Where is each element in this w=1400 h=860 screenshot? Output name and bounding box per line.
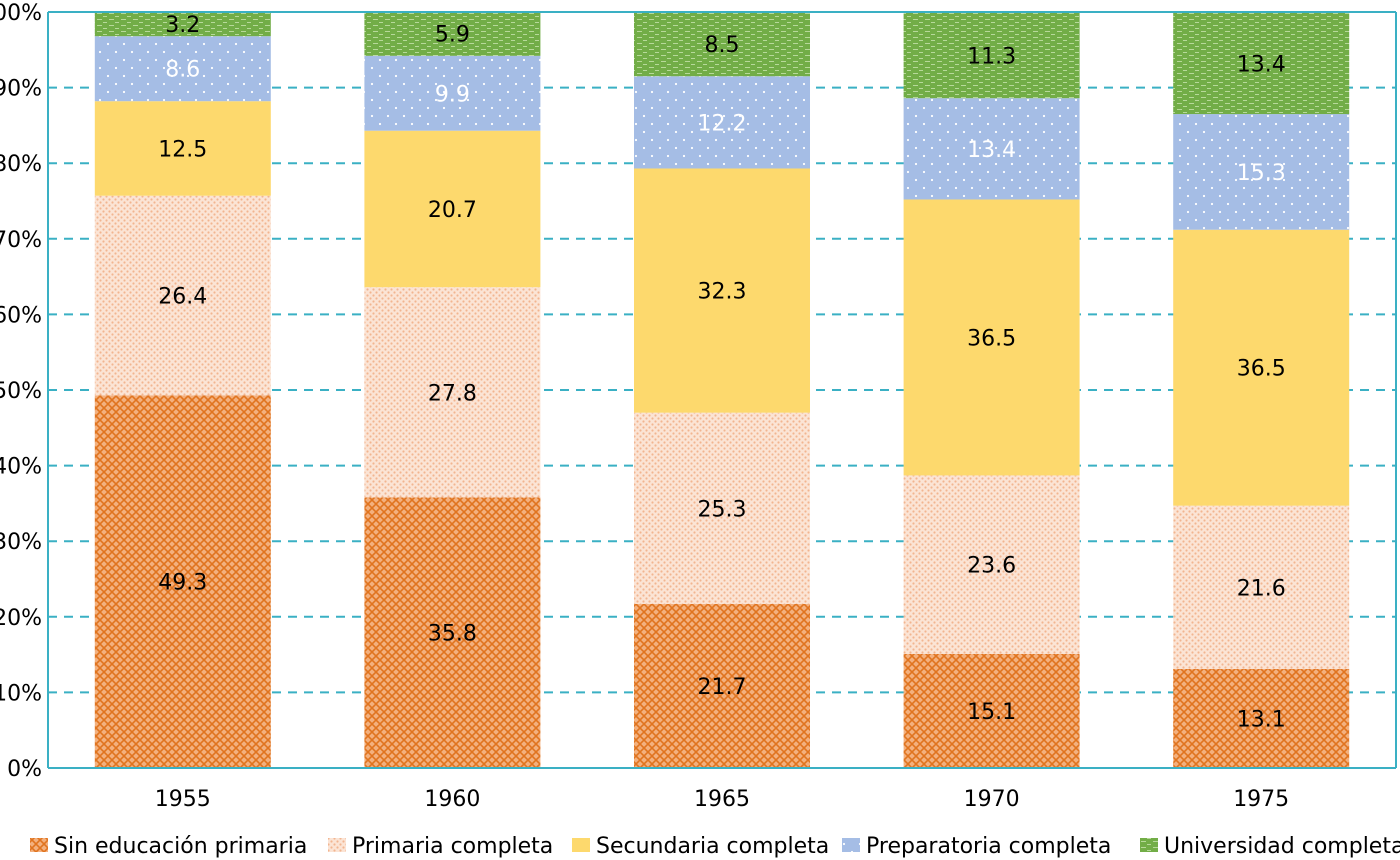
bar-segment bbox=[364, 11, 541, 56]
data-label: 36.5 bbox=[1237, 357, 1286, 382]
legend-label: Primaria completa bbox=[352, 834, 553, 859]
legend-swatch bbox=[572, 838, 590, 852]
data-label: 15.1 bbox=[967, 700, 1016, 725]
data-label: 32.3 bbox=[698, 280, 747, 305]
data-label: 21.6 bbox=[1237, 576, 1286, 601]
y-tick-label: 100% bbox=[0, 1, 42, 26]
legend-label: Sin educación primaria bbox=[54, 834, 307, 859]
bar-segment bbox=[903, 98, 1080, 200]
y-tick-label: 70% bbox=[0, 228, 42, 253]
bar-segment bbox=[94, 36, 271, 102]
legend-swatch bbox=[30, 838, 48, 852]
bar-segment bbox=[94, 195, 271, 396]
bar-segment bbox=[634, 412, 810, 604]
legend: Sin educación primaria Primaria completa S… bbox=[30, 834, 1400, 859]
y-tick-label: 20% bbox=[0, 606, 42, 631]
data-label: 25.3 bbox=[698, 497, 747, 522]
y-tick-label: 90% bbox=[0, 77, 42, 102]
y-tick-label: 60% bbox=[0, 303, 42, 328]
x-tick-label: 1955 bbox=[155, 787, 211, 812]
data-label: 12.2 bbox=[698, 111, 747, 136]
x-tick-label: 1960 bbox=[424, 787, 480, 812]
x-tick-label: 1975 bbox=[1233, 787, 1289, 812]
data-label: 8.5 bbox=[705, 33, 740, 58]
bar-segment bbox=[634, 168, 810, 413]
data-label: 36.5 bbox=[967, 326, 1016, 351]
data-label: 12.5 bbox=[158, 137, 207, 162]
bar-segment bbox=[364, 287, 541, 498]
bar-segment bbox=[94, 101, 271, 196]
data-label: 35.8 bbox=[428, 622, 477, 647]
data-label: 9.9 bbox=[435, 82, 470, 107]
x-tick-label: 1970 bbox=[964, 787, 1020, 812]
bar-segment bbox=[1173, 114, 1350, 230]
data-label: 15.3 bbox=[1237, 161, 1286, 186]
x-tick-label: 1965 bbox=[694, 787, 750, 812]
y-tick-label: 30% bbox=[0, 530, 42, 555]
bar-segment bbox=[903, 12, 1080, 99]
data-labels: 49.3 26.4 12.5 8.6 3.2 35.8 27.8 20.7 9.9 5.9 21.7… bbox=[158, 13, 1285, 732]
data-label: 3.2 bbox=[165, 13, 200, 38]
bar-segment bbox=[1173, 12, 1350, 115]
bar-segment bbox=[634, 603, 810, 768]
bar-segment bbox=[903, 199, 1080, 476]
legend-swatch bbox=[1140, 838, 1158, 852]
bar-segment bbox=[364, 55, 541, 131]
data-label: 23.6 bbox=[967, 554, 1016, 579]
bar-segment bbox=[94, 12, 271, 37]
y-tick-label: 10% bbox=[0, 681, 42, 706]
bars bbox=[94, 11, 1350, 768]
data-label: 49.3 bbox=[158, 571, 207, 596]
y-tick-label: 0% bbox=[7, 757, 42, 782]
data-label: 21.7 bbox=[698, 675, 747, 700]
y-tick-label: 50% bbox=[0, 379, 42, 404]
legend-swatch bbox=[842, 838, 860, 852]
bar-segment bbox=[1173, 229, 1350, 506]
bar-segment bbox=[903, 653, 1080, 768]
data-label: 13.4 bbox=[1237, 52, 1286, 77]
y-tick-label: 80% bbox=[0, 152, 42, 177]
legend-label: Secundaria completa bbox=[596, 834, 829, 859]
legend-swatch bbox=[328, 838, 346, 852]
legend-label: Universidad completa bbox=[1164, 834, 1400, 859]
data-label: 20.7 bbox=[428, 198, 477, 223]
bar-segment bbox=[364, 130, 541, 288]
bar-segment bbox=[1173, 668, 1350, 768]
data-label: 13.1 bbox=[1237, 707, 1286, 732]
data-label: 5.9 bbox=[435, 23, 470, 48]
bar-segment bbox=[634, 76, 810, 169]
y-tick-label: 40% bbox=[0, 455, 42, 480]
bar-segment bbox=[903, 475, 1080, 654]
bar-segment bbox=[1173, 505, 1350, 669]
data-label: 26.4 bbox=[158, 285, 207, 310]
axes: 0% 10% 20% 30% 40% 50% 60% 70% 80% 90% 100% 1955 196… bbox=[0, 1, 1397, 812]
bar-segment bbox=[634, 12, 810, 77]
legend-label: Preparatoria completa bbox=[866, 834, 1111, 859]
bar-segment bbox=[94, 395, 271, 768]
data-label: 8.6 bbox=[165, 58, 200, 83]
bar-segment bbox=[364, 497, 541, 768]
data-label: 27.8 bbox=[428, 381, 477, 406]
data-label: 11.3 bbox=[967, 44, 1016, 69]
data-label: 13.4 bbox=[967, 138, 1016, 163]
